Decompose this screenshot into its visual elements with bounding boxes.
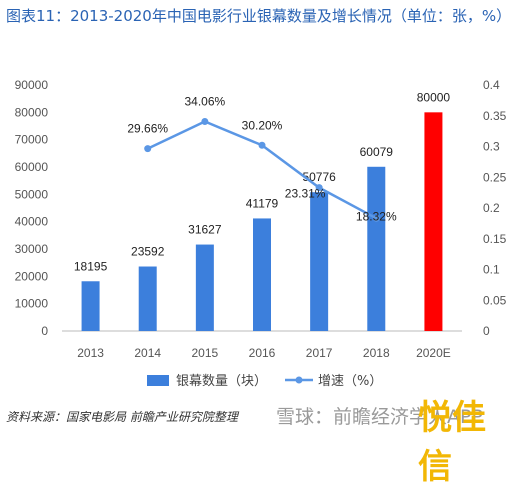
left-y-tick-label: 10000 bbox=[15, 297, 49, 311]
left-y-tick-label: 40000 bbox=[15, 215, 49, 229]
bar-value-label: 31627 bbox=[188, 223, 222, 237]
left-y-tick-label: 90000 bbox=[15, 78, 49, 92]
bar-value-label: 80000 bbox=[417, 90, 451, 104]
right-y-axis: 0 0.05 0.1 0.15 0.2 0.25 0.3 0.35 0.4 bbox=[483, 78, 507, 338]
watermark: 雪球：前瞻经济学人APP bbox=[276, 406, 483, 428]
growth-value-label: 18.32% bbox=[356, 209, 397, 223]
bar-value-label: 60079 bbox=[360, 145, 394, 159]
x-tick-label: 2017 bbox=[306, 346, 333, 360]
bar-data-labels: 18195 23592 31627 41179 50776 60079 80000 bbox=[74, 90, 451, 273]
left-y-tick-label: 80000 bbox=[15, 105, 49, 119]
growth-value-label: 23.31% bbox=[285, 187, 326, 201]
bar bbox=[81, 281, 100, 331]
left-y-tick-label: 30000 bbox=[15, 242, 49, 256]
bar-value-label: 18195 bbox=[74, 259, 108, 273]
growth-point bbox=[201, 118, 209, 126]
right-y-tick-label: 0.05 bbox=[483, 293, 507, 307]
legend-line-marker bbox=[295, 376, 303, 384]
legend-line-label: 增速（%） bbox=[318, 374, 382, 389]
right-y-tick-label: 0.15 bbox=[483, 232, 507, 246]
bar bbox=[367, 166, 386, 331]
legend-bar-label: 银幕数量（块） bbox=[176, 374, 267, 389]
growth-point bbox=[258, 141, 266, 149]
right-y-tick-label: 0.2 bbox=[483, 201, 500, 215]
bar bbox=[424, 112, 443, 331]
right-y-tick-label: 0.1 bbox=[483, 263, 500, 277]
left-y-tick-label: 60000 bbox=[15, 160, 49, 174]
growth-data-labels: 29.66% 34.06% 30.20% 23.31% 18.32% bbox=[127, 95, 397, 224]
bar bbox=[138, 266, 157, 331]
x-tick-label: 2013 bbox=[77, 346, 104, 360]
left-y-tick-label: 0 bbox=[41, 324, 48, 338]
x-tick-label: 2016 bbox=[249, 346, 276, 360]
left-y-tick-label: 20000 bbox=[15, 269, 49, 283]
left-y-tick-label: 50000 bbox=[15, 187, 49, 201]
left-y-tick-label: 70000 bbox=[15, 133, 49, 147]
x-tick-label: 2015 bbox=[192, 346, 219, 360]
bar-value-label: 23592 bbox=[131, 245, 165, 259]
chart-title: 图表11：2013-2020年中国电影行业银幕数量及增长情况（单位：张，%） bbox=[6, 7, 512, 25]
growth-point bbox=[315, 184, 323, 192]
bar bbox=[195, 244, 214, 331]
left-y-axis: 0 10000 20000 30000 40000 50000 60000 70000 8000… bbox=[15, 78, 49, 338]
right-y-tick-label: 0 bbox=[483, 324, 490, 338]
bar bbox=[253, 218, 271, 331]
chart-canvas: 0 10000 20000 30000 40000 50000 60000 70000 8000… bbox=[15, 78, 507, 389]
growth-line-series bbox=[144, 118, 380, 222]
right-y-tick-label: 0.3 bbox=[483, 140, 500, 154]
corner-logo: 悦佳信 bbox=[418, 398, 486, 487]
x-axis-ticks: 2013 2014 2015 2016 2017 2018 2020E bbox=[77, 346, 451, 360]
growth-point bbox=[144, 145, 152, 153]
bar-series bbox=[81, 112, 443, 331]
bar-value-label: 41179 bbox=[246, 196, 279, 210]
growth-value-label: 34.06% bbox=[185, 95, 226, 109]
source-note: 资料来源：国家电影局 前瞻产业研究院整理 bbox=[6, 410, 238, 424]
x-tick-label: 2014 bbox=[134, 346, 161, 360]
right-y-tick-label: 0.25 bbox=[483, 170, 507, 184]
right-y-tick-label: 0.35 bbox=[483, 109, 507, 123]
growth-value-label: 29.66% bbox=[127, 122, 168, 136]
growth-value-label: 30.20% bbox=[242, 118, 283, 132]
legend-bar-swatch bbox=[147, 375, 169, 386]
bar-value-label: 50776 bbox=[302, 170, 336, 184]
growth-point bbox=[372, 214, 380, 222]
legend: 银幕数量（块） 增速（%） bbox=[147, 374, 382, 389]
x-tick-label: 2020E bbox=[416, 346, 451, 360]
bar bbox=[310, 192, 329, 331]
x-tick-label: 2018 bbox=[363, 346, 390, 360]
right-y-tick-label: 0.4 bbox=[483, 78, 500, 92]
